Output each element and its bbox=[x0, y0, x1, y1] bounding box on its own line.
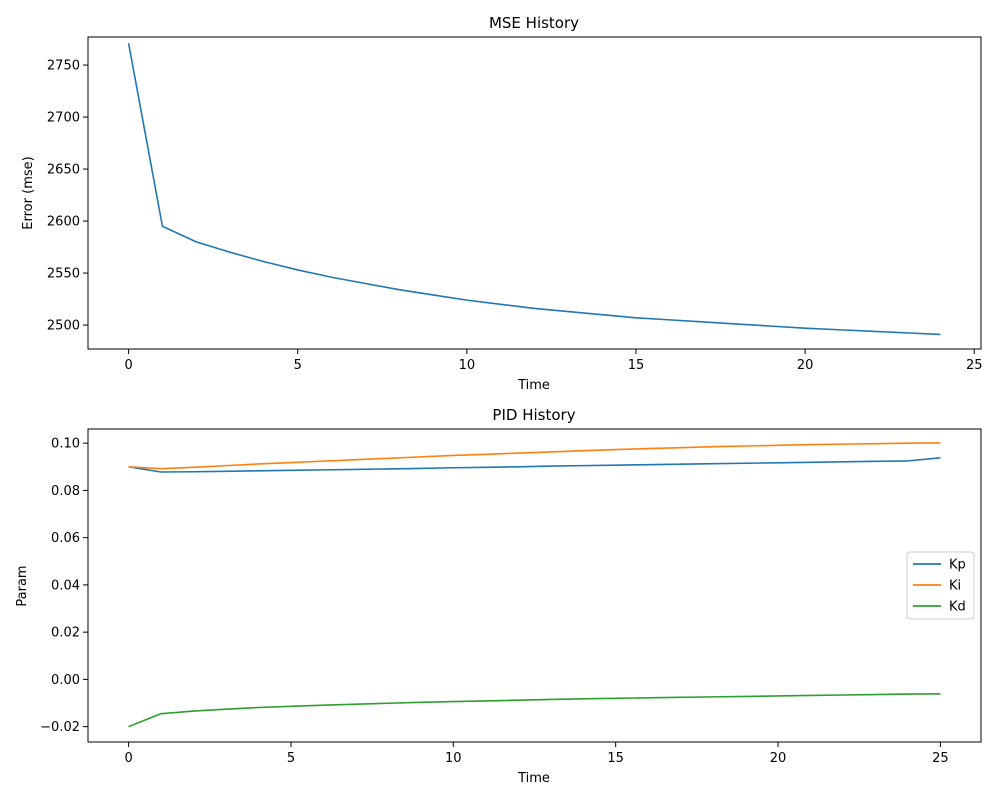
pid-series-line-kd bbox=[128, 693, 941, 728]
pid-x-tick-label: 15 bbox=[607, 751, 624, 766]
legend-label-ki: Ki bbox=[949, 579, 961, 594]
pid-x-tick-label: 20 bbox=[770, 751, 787, 766]
pid-history-plot: PID History 0 5 10 15 20 25−0.020.000.020.040… bbox=[15, 406, 982, 786]
mse-series-line-mse bbox=[127, 43, 941, 336]
mse-x-tick-label: 25 bbox=[966, 358, 983, 373]
mse-x-axis-label: Time bbox=[517, 378, 550, 393]
pid-x-axis-label: Time bbox=[517, 771, 550, 786]
legend-label-kp: Kp bbox=[949, 558, 966, 573]
pid-x-tick-label: 5 bbox=[287, 751, 295, 766]
pid-series bbox=[128, 442, 941, 728]
mse-y-tick-label: 2500 bbox=[47, 319, 80, 334]
mse-y-tick-label: 2600 bbox=[47, 215, 80, 230]
mse-x-tick-label: 5 bbox=[294, 358, 302, 373]
pid-y-tick-label: 0.08 bbox=[51, 484, 80, 499]
mse-x-tick-label: 15 bbox=[628, 358, 645, 373]
pid-y-tick-label: −0.02 bbox=[40, 720, 80, 735]
mse-y-tick-label: 2550 bbox=[47, 267, 80, 282]
mse-x-tick-label: 20 bbox=[797, 358, 814, 373]
mse-x-tick-label: 10 bbox=[459, 358, 476, 373]
pid-ticks: 0 5 10 15 20 25 −0.02 0.00 0.02 0.04 0.06 0.08 0.10 bbox=[40, 437, 949, 766]
legend-label-kd: Kd bbox=[949, 600, 966, 615]
pid-y-axis-label: Param bbox=[15, 565, 30, 606]
pid-y-tick-label: 0.10 bbox=[51, 437, 80, 452]
pid-legend: Kp Ki Kd bbox=[906, 551, 975, 620]
pid-y-tick-label: 0.00 bbox=[51, 673, 80, 688]
mse-x-tick-label: 0 bbox=[124, 358, 132, 373]
pid-y-tick-label: 0.02 bbox=[51, 626, 80, 641]
pid-x-tick-label: 25 bbox=[932, 751, 949, 766]
pid-axes-frame bbox=[87, 428, 982, 743]
pid-x-tick-label: 0 bbox=[124, 751, 132, 766]
mse-y-tick-label: 2750 bbox=[47, 59, 80, 74]
mse-y-tick-label: 2650 bbox=[47, 163, 80, 178]
mse-y-tick-label: 2700 bbox=[47, 111, 80, 126]
mse-history-plot: MSE History 0 5 10 15 20 25 2500 2550 2600 2650 27… bbox=[21, 14, 983, 393]
mse-ticks: 0 5 10 15 20 25 2500 2550 2600 2650 2700 2750 bbox=[47, 59, 983, 373]
mse-plot-title: MSE History bbox=[489, 14, 579, 32]
pid-x-tick-label: 10 bbox=[445, 751, 462, 766]
pid-plot-title: PID History bbox=[492, 406, 575, 424]
mse-axes-frame bbox=[87, 36, 982, 350]
mse-y-axis-label: Error (mse) bbox=[21, 156, 36, 229]
pid-y-tick-label: 0.04 bbox=[51, 578, 80, 593]
mse-series bbox=[127, 43, 941, 336]
pid-y-tick-label: 0.06 bbox=[51, 531, 80, 546]
pid-series-line-kp bbox=[128, 457, 941, 473]
pid-series-line-ki bbox=[128, 442, 941, 470]
